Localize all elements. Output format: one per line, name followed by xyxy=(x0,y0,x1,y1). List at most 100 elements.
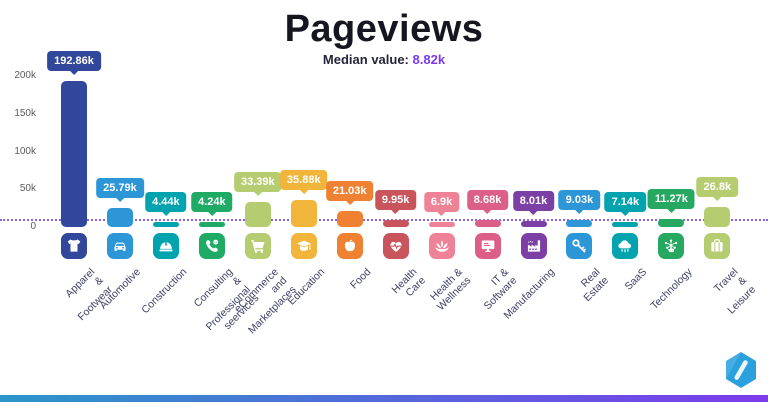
y-tick: 100k xyxy=(14,145,36,157)
bar-column: 8.68k IT & Software xyxy=(465,0,520,313)
tooltip-arrow xyxy=(666,207,677,213)
phone-icon xyxy=(198,233,225,259)
value-label: 4.44k xyxy=(152,196,180,208)
y-tick: 200k xyxy=(14,70,36,81)
hexagon-logo-icon xyxy=(726,352,756,388)
value-tooltip: 8.01k xyxy=(512,190,555,215)
tooltip-arrow xyxy=(574,209,585,215)
bar[interactable] xyxy=(658,218,685,227)
tooltip-arrow xyxy=(620,210,631,216)
tooltip-arrow xyxy=(436,210,447,216)
bar[interactable] xyxy=(566,220,593,227)
tshirt-icon xyxy=(61,233,87,259)
value-label: 21.03k xyxy=(332,185,367,198)
category-label: Health & Wellness xyxy=(428,266,474,314)
value-tooltip: 8.68k xyxy=(466,190,509,215)
bar-column: 33.39k eCommerce and Marketplaces xyxy=(232,0,299,336)
network-touch-icon xyxy=(658,233,685,259)
key-icon xyxy=(566,233,593,259)
tooltip-arrow xyxy=(712,195,723,201)
tooltip-arrow xyxy=(68,70,79,76)
value-tooltip: 9.03k xyxy=(558,190,601,215)
value-tooltip: 192.86k xyxy=(47,51,101,76)
y-tick: 50k xyxy=(19,183,36,195)
heart-pulse-icon xyxy=(382,233,409,259)
value-tooltip: 6.9k xyxy=(423,191,460,216)
tooltip-arrow xyxy=(160,211,171,216)
category-label: Food xyxy=(347,266,374,292)
bar[interactable] xyxy=(520,220,547,227)
bar-column: 21.03k Food xyxy=(325,0,374,291)
value-tooltip: 4.24k xyxy=(191,192,233,216)
value-tooltip: 7.14k xyxy=(604,191,647,216)
bar-column: 7.14k SaaS xyxy=(602,0,649,293)
value-label: 33.39k xyxy=(240,175,275,188)
value-label: 4.24k xyxy=(198,196,226,208)
page-title: Pageviews xyxy=(284,8,484,50)
suitcase-icon xyxy=(704,233,731,259)
tooltip-arrow xyxy=(114,196,125,202)
value-label: 26.8k xyxy=(703,180,732,193)
bar[interactable] xyxy=(152,222,179,227)
value-label: 9.95k xyxy=(381,193,410,206)
y-tick: 0 xyxy=(30,221,36,232)
bar[interactable] xyxy=(198,222,225,227)
bar-column: 11.27k Technology xyxy=(647,0,695,312)
value-label: 35.88k xyxy=(286,173,321,186)
bar-column: 4.44k Construction xyxy=(139,0,189,316)
tooltip-arrow xyxy=(528,209,539,215)
tooltip-arrow xyxy=(206,211,217,216)
tooltip-arrow xyxy=(482,209,493,215)
bar[interactable] xyxy=(428,221,455,227)
y-tick: 150k xyxy=(14,107,36,119)
value-tooltip: 9.95k xyxy=(374,189,417,214)
category-label: Travel & Leisure xyxy=(711,266,759,317)
bar-column: 6.9k Health & Wellness xyxy=(419,0,474,313)
bar[interactable] xyxy=(290,199,317,227)
category-label: Health Care xyxy=(389,266,428,300)
bar-column: 9.95k Health Care xyxy=(373,0,428,299)
value-label: 8.01k xyxy=(519,194,548,207)
tooltip-arrow xyxy=(252,190,263,196)
bar-column: 192.86k Apparel & Footwear xyxy=(47,0,115,323)
bar[interactable] xyxy=(612,221,639,227)
hard-hat-icon xyxy=(152,233,179,259)
chart-header: Pageviews Median value: 8.82k xyxy=(0,0,768,67)
graduation-cap-icon xyxy=(290,233,317,259)
bar-column: 8.01k Manufacturing xyxy=(501,0,557,322)
bar-column: 25.79k Automotive xyxy=(96,0,144,312)
bar[interactable] xyxy=(382,219,409,227)
bar-column: 35.88k Education xyxy=(279,0,328,308)
value-tooltip: 11.27k xyxy=(647,188,695,213)
bar-column: 9.03k Real Estate xyxy=(556,0,612,304)
shopping-cart-icon xyxy=(244,233,271,259)
cloud-icon xyxy=(612,233,639,259)
factory-icon xyxy=(520,233,547,259)
bar[interactable] xyxy=(474,220,501,227)
value-tooltip: 4.44k xyxy=(145,192,187,216)
bar[interactable] xyxy=(244,201,271,227)
median-subtitle: Median value: 8.82k xyxy=(0,52,768,67)
value-tooltip: 35.88k xyxy=(279,169,328,194)
value-tooltip: 33.39k xyxy=(233,171,282,196)
value-tooltip: 26.8k xyxy=(696,176,739,201)
bar[interactable] xyxy=(336,211,363,227)
bar-column: 26.8k Travel & Leisure xyxy=(694,0,758,316)
bar-column: 4.24k Consulting & Professional seervice… xyxy=(189,0,262,333)
value-label: 9.03k xyxy=(565,194,594,207)
tooltip-arrow xyxy=(390,208,401,214)
category-label: Technology xyxy=(648,266,695,313)
value-label: 8.68k xyxy=(473,194,502,207)
apple-icon xyxy=(336,233,363,259)
bar[interactable] xyxy=(61,81,87,227)
value-label: 7.14k xyxy=(611,195,640,208)
value-label: 25.79k xyxy=(103,181,137,194)
bar[interactable] xyxy=(704,206,731,227)
value-label: 192.86k xyxy=(54,55,94,68)
car-icon xyxy=(106,233,133,259)
category-label: Real Estate xyxy=(579,266,612,305)
median-label: Median value: xyxy=(322,52,409,67)
bar[interactable] xyxy=(106,207,133,227)
brand-logo[interactable] xyxy=(724,351,758,389)
